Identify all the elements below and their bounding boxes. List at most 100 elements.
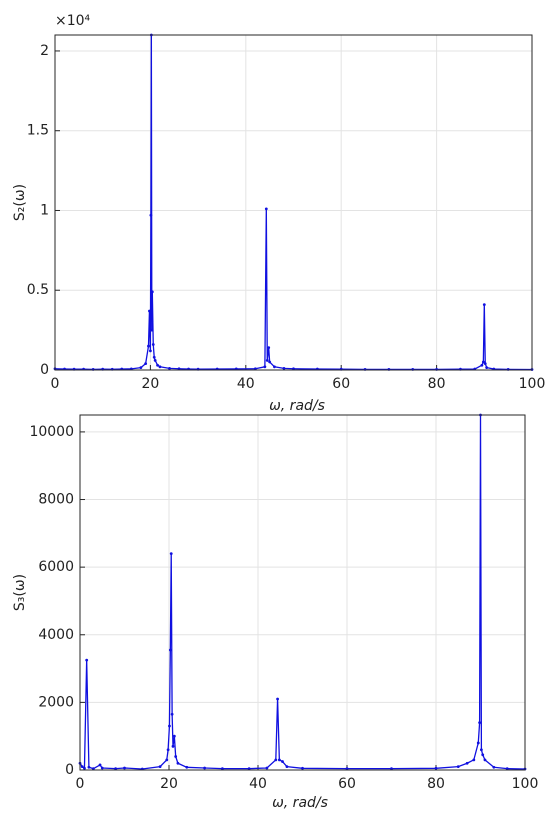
data-point [264,207,268,211]
data-point [158,365,162,369]
data-point [456,765,460,769]
data-point [83,766,86,770]
data-point [149,213,153,217]
data-point [153,359,157,362]
data-point [165,758,169,762]
data-point [263,365,267,369]
x-tick-label: 20 [160,776,178,792]
data-point [170,712,174,716]
data-point [274,758,278,762]
y-tick-label: 0.5 [27,282,49,298]
data-point [482,303,486,306]
y-tick-label: 1.5 [27,123,49,139]
data-point [492,765,496,769]
axes-frame [79,414,526,771]
x-tick-label: 100 [519,376,546,392]
data-point [282,367,286,370]
x-tick-label: 0 [51,376,60,392]
y-axis-label: S₃(ω) [12,574,28,611]
data-point [152,355,156,359]
y-tick-label: 0 [40,362,49,378]
data-point [150,290,154,294]
data-point [150,328,154,332]
data-point [480,363,484,367]
x-tick-label: 60 [332,376,350,392]
x-axis-label: ω, rad/s [269,398,325,414]
data-point [273,365,276,369]
data-point [114,767,117,771]
x-tick-label: 100 [512,776,539,792]
data-point [168,724,171,728]
data-point [483,362,487,366]
data-point [292,367,295,371]
data-point [481,360,485,364]
data-point [253,367,257,371]
data-point [345,767,349,771]
data-point [147,344,150,348]
data-point [166,748,170,752]
x-tick-label: 80 [428,376,446,392]
data-point [268,360,272,364]
data-point [91,767,95,771]
data-point [203,766,207,770]
y-tick-label: 2000 [38,694,74,710]
x-tick-label: 0 [76,776,85,792]
data-point [87,765,91,769]
x-tick-label: 60 [338,776,356,792]
axes-frame [54,34,533,371]
data-point [478,721,482,725]
data-point [177,367,181,371]
data-point [100,766,104,770]
data-point [281,760,284,763]
data-point [123,766,126,770]
data-point [171,744,175,748]
y-tick-label: 0 [65,762,74,778]
data-point [265,359,269,362]
y-axis-label: S₂(ω) [12,184,28,221]
data-point [277,758,281,762]
data-point [505,767,509,771]
data-point [481,753,485,757]
data-point [156,363,159,367]
y-tick-label: 4000 [38,627,74,643]
y-tick-label: 10000 [29,424,74,440]
data-point [479,748,483,752]
data-point [148,309,151,313]
data-point [168,648,172,652]
data-point [434,766,438,770]
data-point [172,734,176,738]
data-point [139,366,143,370]
data-point [390,767,393,771]
x-tick-label: 80 [427,776,445,792]
y-tick-label: 6000 [38,559,74,575]
data-point [149,349,152,353]
x-tick-label: 40 [249,776,267,792]
data-point [158,765,162,769]
data-point [85,658,89,662]
y-tick-label: 2 [40,43,49,59]
data-point [144,362,148,366]
x-tick-label: 40 [237,376,255,392]
x-tick-label: 20 [141,376,159,392]
data-point [221,767,224,771]
y-multiplier: ×10⁴ [55,13,91,29]
data-point [98,763,102,767]
data-point [265,766,269,770]
data-point [176,761,180,765]
data-point [301,766,304,770]
data-point [80,765,84,769]
data-point [276,697,279,701]
y-tick-label: 1 [40,202,49,218]
data-point [169,552,173,556]
data-point [483,758,487,762]
data-point [472,758,476,762]
data-point [267,346,271,350]
data-point [174,755,178,758]
data-point [476,741,480,745]
data-point [465,761,469,765]
spectrum-line [54,34,533,371]
data-point [485,366,489,370]
data-point [185,765,189,769]
spectrum-line [79,414,526,770]
